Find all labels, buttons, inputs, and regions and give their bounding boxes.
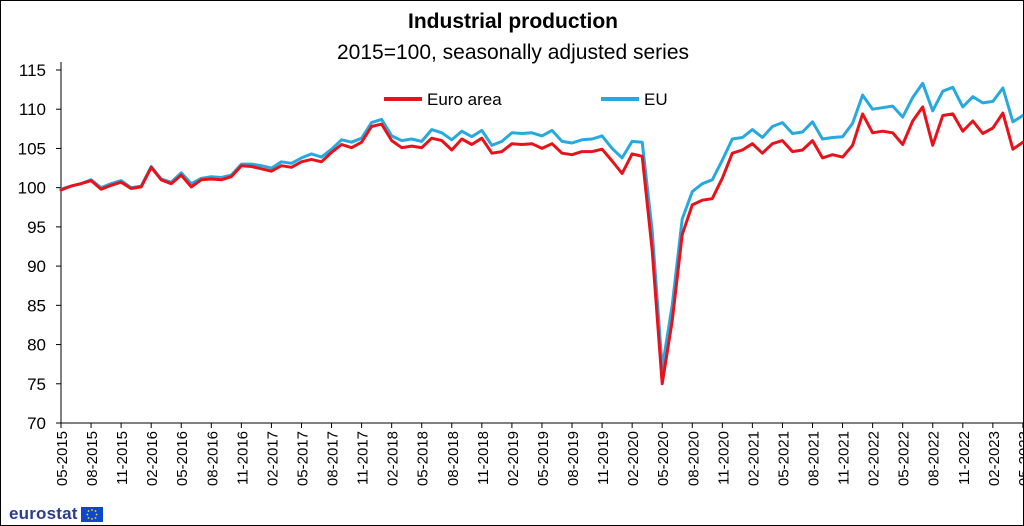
y-tick-label: 115 (19, 61, 46, 80)
x-tick-label: 08-2020 (685, 431, 702, 486)
x-tick-label: 05-2021 (775, 431, 792, 486)
x-tick-label: 08-2021 (806, 431, 823, 486)
x-tick-label: 05-2018 (415, 431, 432, 486)
x-tick-label: 02-2017 (264, 431, 281, 486)
x-tick-label: 08-2017 (325, 431, 342, 486)
legend-label-euro-area: Euro area (427, 90, 502, 109)
x-tick-label: 02-2020 (625, 431, 642, 486)
x-tick-label: 05-2019 (535, 431, 552, 486)
x-tick-label: 02-2018 (385, 431, 402, 486)
y-tick-label: 95 (27, 218, 46, 237)
x-tick-label: 02-2019 (505, 431, 522, 486)
y-tick-label: 110 (19, 100, 46, 119)
x-tick-label: 11-2016 (234, 431, 251, 485)
x-tick-label: 02-2023 (986, 431, 1003, 486)
y-tick-label: 85 (27, 296, 46, 315)
x-tick-label: 11-2015 (114, 431, 131, 485)
chart-title: Industrial production (408, 10, 618, 33)
y-tick-label: 80 (27, 336, 46, 355)
x-tick-label: 05-2016 (174, 431, 191, 486)
x-tick-label: 02-2016 (144, 431, 161, 486)
x-tick-label: 11-2020 (715, 431, 732, 485)
x-tick-label: 08-2015 (84, 431, 101, 486)
y-tick-label: 75 (27, 375, 46, 394)
x-tick-label: 05-2023 (1016, 431, 1024, 486)
x-tick-label: 08-2022 (926, 431, 943, 486)
x-tick-label: 11-2019 (595, 431, 612, 485)
chart-subtitle: 2015=100, seasonally adjusted series (337, 41, 689, 64)
x-tick-label: 11-2022 (956, 431, 973, 485)
y-tick-label: 105 (18, 139, 46, 158)
x-tick-label: 05-2017 (294, 431, 311, 486)
eu-flag-icon (80, 506, 103, 522)
x-tick-label: 02-2021 (745, 431, 762, 486)
x-tick-label: 05-2022 (896, 431, 913, 486)
y-tick-label: 90 (27, 257, 46, 276)
x-tick-label: 02-2022 (866, 431, 883, 486)
series-line-eu (59, 81, 1023, 370)
x-tick-label: 11-2018 (475, 431, 492, 485)
x-tick-label: 11-2017 (355, 431, 372, 485)
x-tick-label: 08-2016 (204, 431, 221, 486)
x-tick-label: 11-2021 (836, 431, 853, 485)
x-tick-label: 08-2019 (565, 431, 582, 486)
eurostat-logo: eurostat (9, 504, 103, 524)
x-tick-label: 05-2015 (54, 431, 71, 486)
y-tick-label: 70 (27, 414, 46, 433)
logo-text: eurostat (9, 504, 78, 523)
x-tick-label: 05-2020 (655, 431, 672, 486)
x-tick-label: 08-2018 (445, 431, 462, 486)
legend-label-eu: EU (644, 90, 668, 109)
y-tick-label: 100 (18, 179, 46, 198)
series-line-euro-area (59, 105, 1023, 386)
